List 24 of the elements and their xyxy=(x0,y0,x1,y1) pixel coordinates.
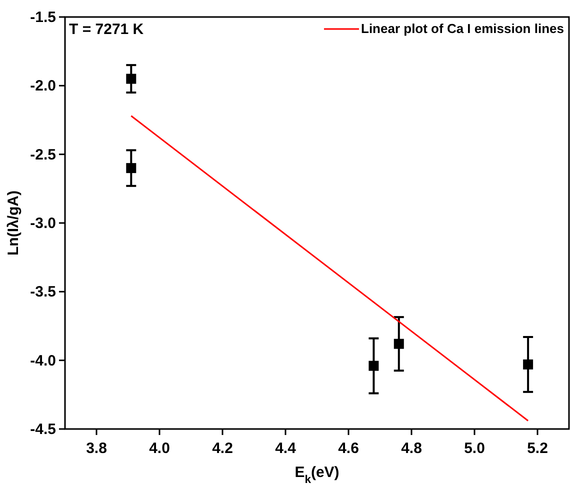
y-tick-label: -1.5 xyxy=(30,9,56,26)
point xyxy=(368,360,379,371)
y-axis-title: Ln(Iλ/gA) xyxy=(5,190,22,256)
y-tick-label: -4.5 xyxy=(30,421,56,438)
y-tick-label: -3.0 xyxy=(30,215,56,232)
annotation: T = 7271 K xyxy=(69,21,144,38)
x-tick-label: 3.8 xyxy=(86,440,107,457)
legend-label: Linear plot of Ca I emission lines xyxy=(361,21,564,36)
y-tick-label: -2.0 xyxy=(30,78,56,95)
y-tick-label: -4.0 xyxy=(30,352,56,370)
point xyxy=(523,359,534,370)
y-tick-label: -3.5 xyxy=(30,284,56,301)
x-tick-label: 4.4 xyxy=(275,440,297,457)
x-tick-label: 4.0 xyxy=(149,440,170,457)
x-tick-label: 5.0 xyxy=(464,440,485,457)
y-tick-label: -2.5 xyxy=(30,146,56,164)
point xyxy=(126,163,136,174)
x-tick-label: 4.2 xyxy=(212,440,233,457)
x-tick-label: 4.6 xyxy=(338,440,359,457)
x-tick-label: 4.8 xyxy=(401,440,422,457)
x-axis-title: E$_{k}$(eV) xyxy=(294,464,340,485)
point xyxy=(394,338,404,349)
point xyxy=(126,74,136,84)
x-tick-label: 5.2 xyxy=(527,440,548,457)
